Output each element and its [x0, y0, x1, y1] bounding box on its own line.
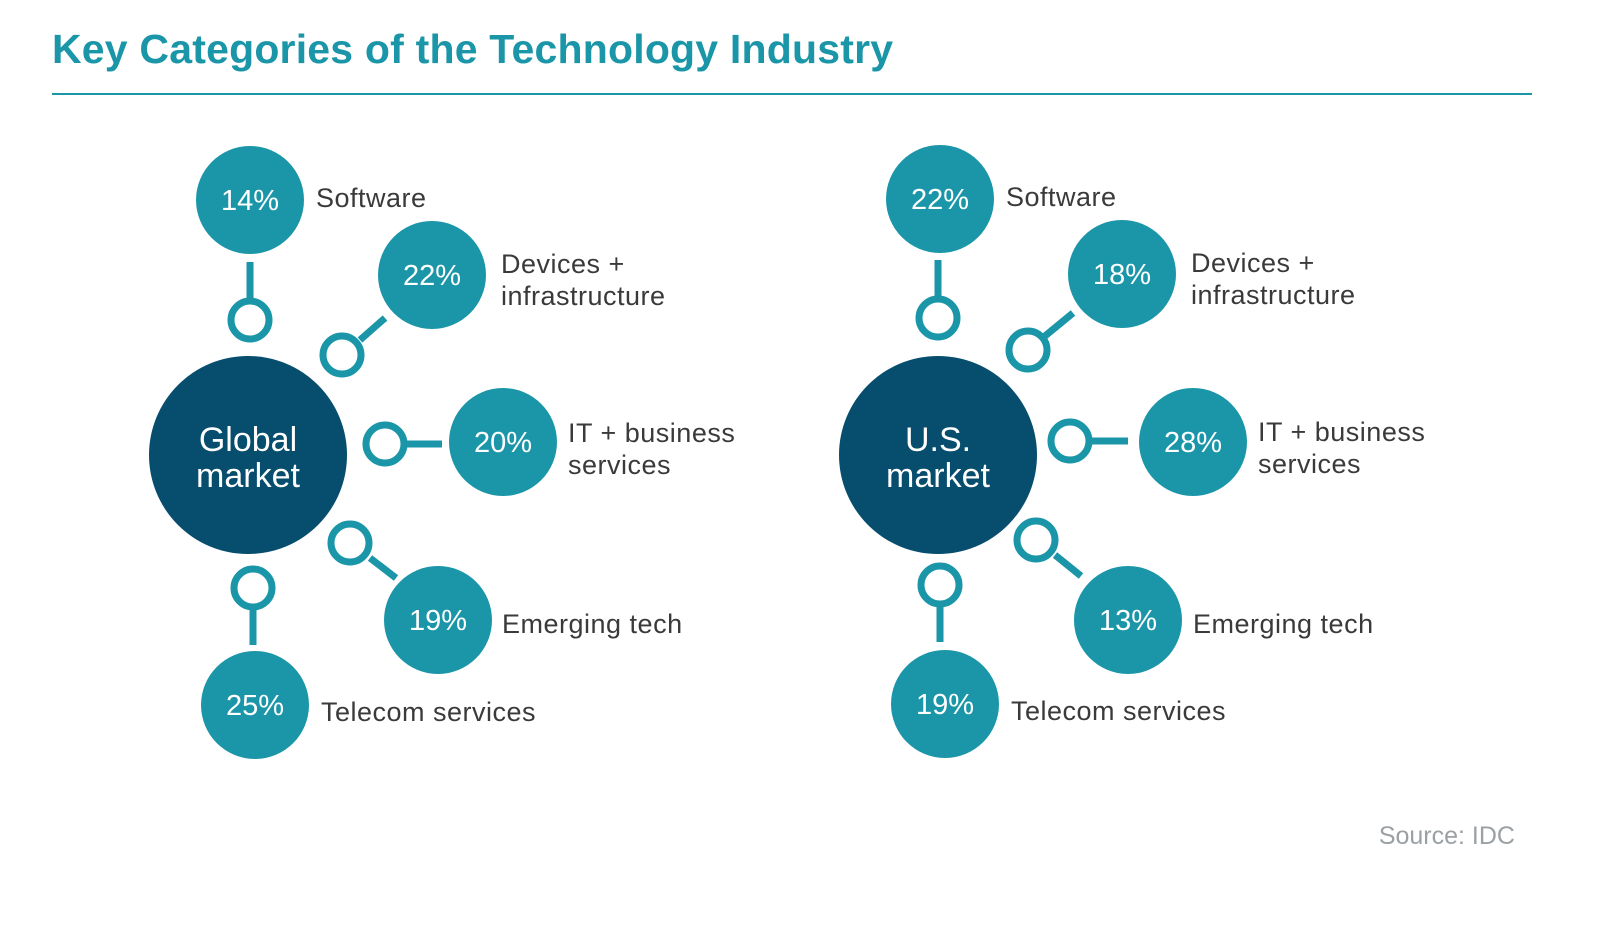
label-devices-infrastructure: Devices + infrastructure — [501, 249, 666, 311]
label-line: IT + business — [1258, 417, 1425, 447]
label-emerging-tech: Emerging tech — [502, 609, 683, 639]
source-note: Source: IDC — [1378, 822, 1515, 850]
value-it-business-services: 20% — [474, 427, 532, 459]
connector-ring-devices-infrastructure — [1005, 327, 1051, 373]
bubble-it-business-services — [449, 388, 557, 496]
label-line: Software — [1006, 182, 1117, 212]
label-it-business-services: IT + business services — [568, 418, 735, 480]
center-label-line: market — [196, 457, 300, 495]
label-line: infrastructure — [1191, 280, 1356, 310]
bubble-software — [196, 146, 304, 254]
connector-ring-telecom-services — [917, 562, 963, 608]
center-label-line: U.S. — [905, 421, 971, 459]
label-line: Telecom services — [1011, 696, 1226, 726]
bubble-telecom-services — [891, 650, 999, 758]
label-line: Emerging tech — [1193, 609, 1374, 639]
label-emerging-tech: Emerging tech — [1193, 609, 1374, 639]
bubble-emerging-tech — [384, 566, 492, 674]
label-line: services — [1258, 449, 1361, 479]
connector-ring-emerging-tech — [327, 520, 373, 566]
label-telecom-services: Telecom services — [1011, 696, 1226, 726]
connector-emerging-tech — [1052, 552, 1084, 579]
value-emerging-tech: 19% — [409, 605, 467, 637]
us-market-diagram: U.S. market 22% Software 18% Devices + infrast… — [839, 145, 1425, 758]
label-line: Software — [316, 183, 427, 213]
connector-ring-devices-infrastructure — [319, 332, 365, 378]
connector-ring-software — [227, 297, 273, 343]
value-software: 22% — [911, 184, 969, 216]
label-line: infrastructure — [501, 281, 666, 311]
connector-ring-telecom-services — [230, 565, 276, 611]
bubble-devices-infrastructure — [378, 221, 486, 329]
bubble-software — [886, 145, 994, 253]
bubble-emerging-tech — [1074, 566, 1182, 674]
label-software: Software — [1006, 182, 1117, 212]
center-label: U.S. market — [886, 421, 990, 495]
bubble-it-business-services — [1139, 388, 1247, 496]
label-line: Emerging tech — [502, 609, 683, 639]
title-divider — [52, 93, 1532, 95]
connector-ring-it-business-services — [1047, 418, 1093, 464]
connector-ring-software — [915, 295, 961, 341]
value-devices-infrastructure: 22% — [403, 260, 461, 292]
label-line: Devices + — [1191, 248, 1315, 278]
global-market-diagram: Global market 14% Software 22% Devices + infra… — [149, 146, 735, 759]
center-circle — [149, 356, 347, 554]
connector-ring-emerging-tech — [1013, 517, 1059, 563]
bubble-devices-infrastructure — [1068, 220, 1176, 328]
value-telecom-services: 19% — [916, 689, 974, 721]
center-label: Global market — [196, 421, 300, 495]
label-line: services — [568, 450, 671, 480]
label-it-business-services: IT + business services — [1258, 417, 1425, 479]
value-emerging-tech: 13% — [1099, 605, 1157, 637]
connector-devices-infrastructure — [357, 315, 388, 343]
center-label-line: market — [886, 457, 990, 495]
value-it-business-services: 28% — [1164, 427, 1222, 459]
connector-ring-it-business-services — [362, 421, 408, 467]
value-devices-infrastructure: 18% — [1093, 259, 1151, 291]
value-telecom-services: 25% — [226, 690, 284, 722]
center-circle — [839, 356, 1037, 554]
label-devices-infrastructure: Devices + infrastructure — [1191, 248, 1356, 310]
center-label-line: Global — [199, 421, 297, 459]
value-software: 14% — [221, 185, 279, 217]
label-software: Software — [316, 183, 427, 213]
bubble-telecom-services — [201, 651, 309, 759]
label-line: Telecom services — [321, 697, 536, 727]
page-title: Key Categories of the Technology Industr… — [52, 26, 894, 72]
connector-emerging-tech — [367, 555, 399, 581]
connector-devices-infrastructure — [1042, 310, 1076, 339]
label-line: IT + business — [568, 418, 735, 448]
label-line: Devices + — [501, 249, 625, 279]
label-telecom-services: Telecom services — [321, 697, 536, 727]
